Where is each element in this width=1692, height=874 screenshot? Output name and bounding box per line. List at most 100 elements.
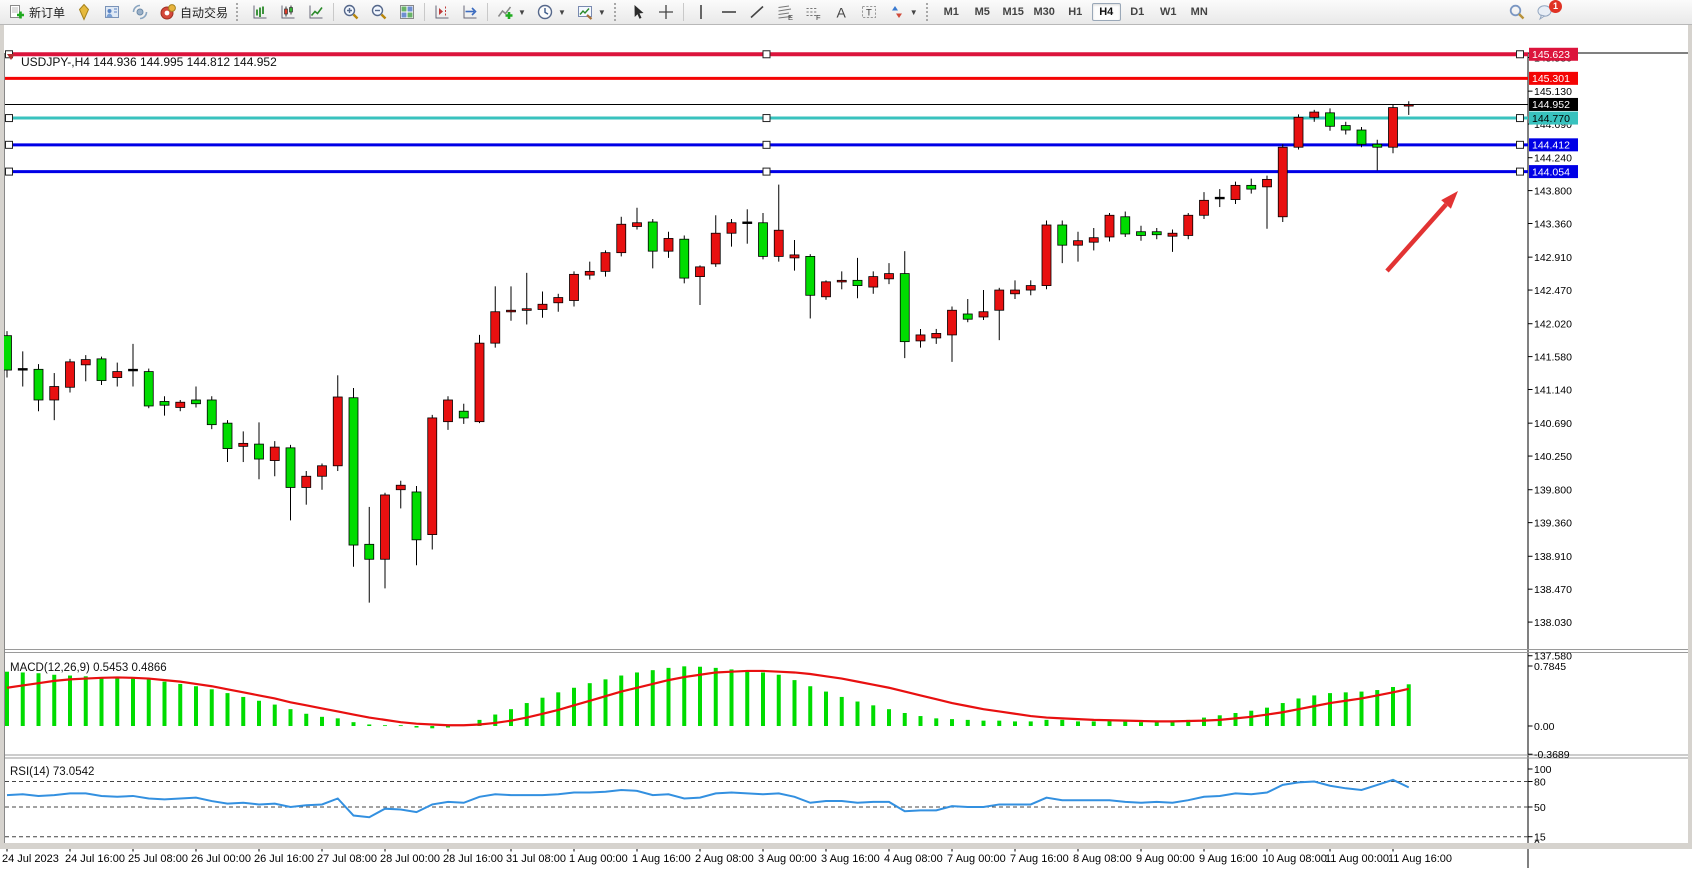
time-tick-label: 9 Aug 16:00 xyxy=(1199,853,1258,865)
line-handle[interactable] xyxy=(762,114,771,123)
autotrade-icon xyxy=(160,4,176,20)
trend-line-button[interactable] xyxy=(744,1,770,23)
chart-expand-icon[interactable] xyxy=(7,54,15,60)
line-handle[interactable] xyxy=(5,167,13,176)
crosshair-button[interactable] xyxy=(653,1,679,23)
time-tick-label: 31 Jul 08:00 xyxy=(506,853,566,865)
candle-chart-button[interactable] xyxy=(275,1,301,23)
candlesticks xyxy=(2,101,1414,603)
rsi-scale-label: 80 xyxy=(1534,776,1546,788)
chart-canvas[interactable]: 145.580145.130144.690144.240143.800143.3… xyxy=(0,25,1692,874)
candle xyxy=(962,313,973,320)
arrows-button[interactable]: ▼ xyxy=(884,1,922,23)
price-tick-label: 141.580 xyxy=(1534,351,1572,363)
zoom-out-button[interactable] xyxy=(366,1,392,23)
timeframe-m30-button[interactable]: M30 xyxy=(1033,6,1055,18)
timeframe-m1-button[interactable]: M1 xyxy=(943,6,959,18)
toolbar-right-icons: 1 xyxy=(1503,0,1562,23)
navigator-button[interactable] xyxy=(127,1,153,23)
candle xyxy=(364,543,375,560)
new-order-button[interactable]: 新订单 xyxy=(4,1,69,23)
candle xyxy=(1073,240,1083,246)
text-button[interactable]: A xyxy=(828,1,854,23)
text-label-button[interactable]: T xyxy=(856,1,882,23)
data-window-button[interactable] xyxy=(99,1,125,23)
candle xyxy=(632,222,642,227)
svg-text:A: A xyxy=(836,5,846,21)
timeframe-mn-button[interactable]: MN xyxy=(1190,6,1208,18)
timeframe-h1-button[interactable]: H1 xyxy=(1068,6,1083,18)
timeframe-m5-button[interactable]: M5 xyxy=(974,6,990,18)
candle xyxy=(1136,231,1146,236)
candle xyxy=(899,273,910,343)
candle xyxy=(616,223,627,254)
timeframe-d1-button[interactable]: D1 xyxy=(1130,6,1145,18)
candle xyxy=(1041,224,1052,286)
rsi-scale-label: 50 xyxy=(1534,802,1546,814)
timeframe-w1-button[interactable]: W1 xyxy=(1159,6,1177,18)
cursor-button[interactable] xyxy=(625,1,651,23)
toolbar-separator xyxy=(682,3,684,21)
vertical-line-button[interactable] xyxy=(688,1,714,23)
line-handle[interactable] xyxy=(5,114,13,123)
search-button[interactable] xyxy=(1504,1,1530,23)
line-handle[interactable] xyxy=(762,167,771,176)
candle xyxy=(80,359,91,366)
indicators-icon xyxy=(497,6,513,19)
channel-button[interactable]: F xyxy=(800,1,826,23)
indicators-button[interactable]: ▼ xyxy=(492,1,530,23)
line-handle[interactable] xyxy=(1516,167,1524,176)
time-tick-label: 27 Jul 08:00 xyxy=(317,853,377,865)
chevron-down-icon: ▼ xyxy=(597,7,606,17)
timeframe-m15-button[interactable]: M15 xyxy=(1002,6,1024,18)
bar-chart-button[interactable] xyxy=(247,1,273,23)
line-handle[interactable] xyxy=(1516,114,1524,123)
line-handle[interactable] xyxy=(1516,140,1524,149)
market-watch-button[interactable] xyxy=(71,1,97,23)
line-chart-button[interactable] xyxy=(303,1,329,23)
chevron-down-icon: ▼ xyxy=(518,7,526,17)
templates-button[interactable]: ▼ xyxy=(572,1,610,23)
candle xyxy=(254,443,264,460)
rsi-scale-label: 15 xyxy=(1534,832,1546,844)
line-handle[interactable] xyxy=(762,140,771,149)
fibonacci-button[interactable]: E xyxy=(772,1,798,23)
candle xyxy=(222,422,233,449)
line-handle[interactable] xyxy=(762,50,771,59)
line-handle[interactable] xyxy=(1516,50,1524,59)
candle xyxy=(348,397,359,546)
time-tick-label: 7 Aug 00:00 xyxy=(947,853,1006,865)
svg-text:F: F xyxy=(816,13,821,21)
periods-button[interactable]: ▼ xyxy=(532,1,570,23)
toolbar-separator xyxy=(487,3,489,21)
candle xyxy=(789,254,800,259)
arrow-object[interactable] xyxy=(1385,191,1458,273)
crosshair-icon xyxy=(658,5,673,19)
candle xyxy=(773,229,784,257)
zoom-in-icon xyxy=(343,4,359,20)
timeframe-h4-button[interactable]: H4 xyxy=(1091,3,1121,21)
candle xyxy=(1372,143,1383,148)
candle xyxy=(443,399,453,423)
price-tick-label: 139.800 xyxy=(1534,485,1572,497)
price-axis[interactable]: 145.580145.130144.690144.240143.800143.3… xyxy=(1528,52,1572,850)
horizontal-line-button[interactable] xyxy=(716,1,742,23)
tile-windows-button[interactable] xyxy=(394,1,420,23)
bid-price-label: 144.952 xyxy=(1532,99,1570,111)
auto-scroll-button[interactable] xyxy=(457,1,483,23)
candle xyxy=(143,371,154,407)
autotrading-button[interactable]: 自动交易 xyxy=(155,1,232,23)
line-handle[interactable] xyxy=(5,140,13,149)
notifications-button[interactable]: 1 xyxy=(1532,0,1562,23)
zoom-in-button[interactable] xyxy=(338,1,364,23)
candle xyxy=(805,256,816,296)
chart-shift-button[interactable] xyxy=(429,1,455,23)
candle xyxy=(1262,178,1272,188)
candle xyxy=(49,386,60,401)
axis-object-labels: 145.623 145.301 144.770 144.412 144.054 144.9… xyxy=(1529,47,1578,178)
market-watch-icon xyxy=(78,3,90,21)
time-tick-label: 25 Jul 08:00 xyxy=(128,853,188,865)
price-tick-label: 138.030 xyxy=(1534,617,1572,629)
price-tick-label: 140.250 xyxy=(1534,451,1572,463)
candle xyxy=(521,308,532,311)
